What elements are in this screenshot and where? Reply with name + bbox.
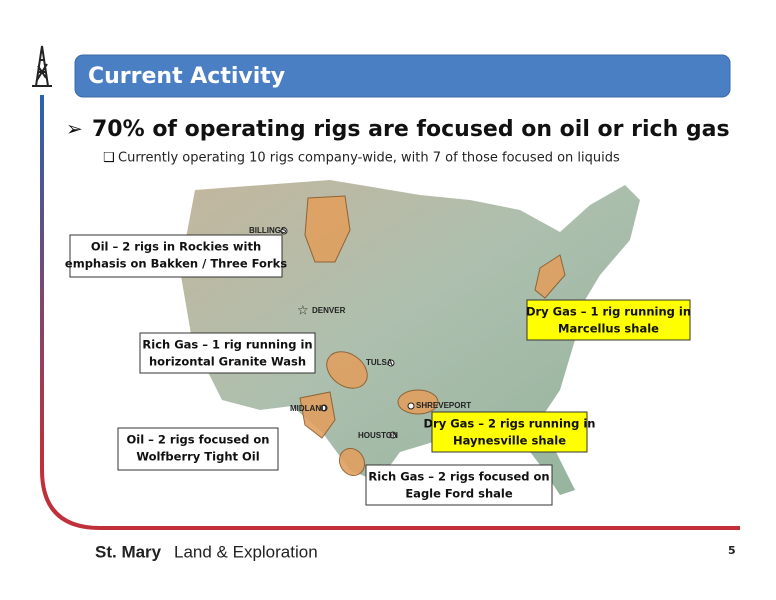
city-label: DENVER [312, 306, 346, 315]
city-marker [407, 402, 415, 410]
callout-text: Wolfberry Tight Oil [136, 450, 259, 464]
callout-box [117, 427, 279, 471]
callout-text: Dry Gas – 2 rigs running in [424, 417, 596, 431]
city-marker [280, 227, 288, 235]
city-label: TULSA [366, 358, 393, 367]
haynesville-play [397, 389, 439, 415]
city-marker [389, 431, 397, 439]
page-number: 5 [728, 544, 736, 557]
callout-text: Haynesville shale [453, 434, 566, 448]
footer-company-rest: Land & Exploration [174, 542, 318, 561]
city-label: HOUSTON [358, 431, 398, 440]
callout-text: horizontal Granite Wash [149, 355, 306, 369]
callout-box [69, 234, 283, 278]
city-label: SHREVEPORT [416, 401, 471, 410]
granite-wash-play [326, 351, 368, 389]
eagle-ford-play [338, 447, 366, 477]
city-label: MIDLAND [290, 404, 327, 413]
callout-box [431, 411, 588, 453]
callout-box [139, 332, 316, 374]
bullet-text: 70% of operating rigs are focused on oil… [92, 117, 730, 142]
callout-box [526, 299, 691, 341]
decor-line [40, 95, 740, 530]
callout-text: Oil – 2 rigs in Rockies with [91, 240, 261, 254]
header-title: Current Activity [88, 64, 285, 89]
callout-box [365, 464, 553, 506]
callout-text: Marcellus shale [558, 322, 659, 336]
city-label: BILLINGS [249, 226, 287, 235]
sub-bullet-icon: ❑ [103, 151, 115, 166]
city-star: ☆ [297, 304, 309, 319]
callout-text: Dry Gas – 1 rig running in [526, 305, 691, 319]
header-bar [74, 54, 731, 98]
callouts: Oil – 2 rigs in Rockies with emphasis on … [65, 234, 691, 506]
derrick-icon [32, 45, 52, 87]
callout-text: emphasis on Bakken / Three Forks [65, 257, 287, 271]
bullet-icon: ➢ [66, 117, 83, 141]
callout-text: Rich Gas – 2 rigs focused on [368, 470, 549, 484]
city-marker [320, 404, 328, 412]
sub-bullet-text: Currently operating 10 rigs company-wide… [118, 151, 620, 166]
callout-text: Eagle Ford shale [405, 487, 513, 501]
city-marker [387, 359, 395, 367]
permian-play [299, 391, 336, 439]
marcellus-play [534, 254, 566, 299]
footer-company: St. Mary [95, 542, 162, 561]
shale-plays [299, 195, 566, 477]
bakken-play [304, 195, 351, 263]
callout-text: Rich Gas – 1 rig running in [142, 338, 312, 352]
callout-text: Oil – 2 rigs focused on [127, 433, 270, 447]
cities: BILLINGS ☆ DENVER TULSA MIDLAND SHREVEPO… [249, 226, 471, 440]
